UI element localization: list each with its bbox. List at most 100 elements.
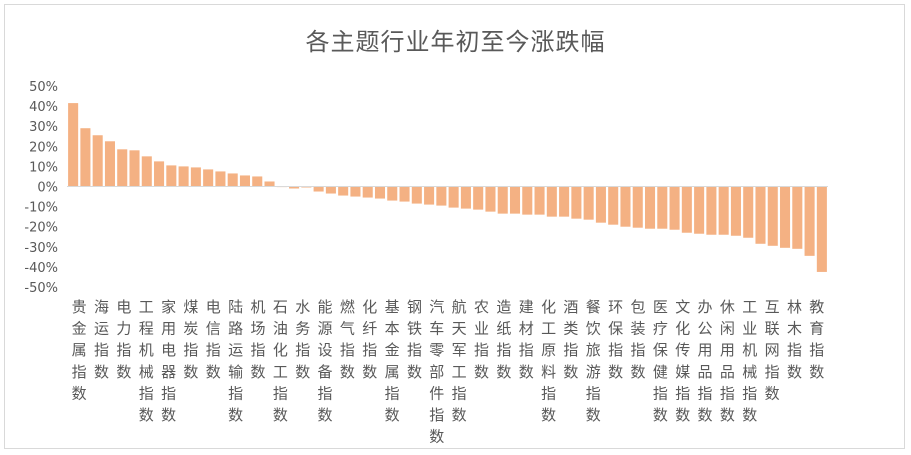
bar	[571, 186, 582, 219]
bar	[780, 186, 791, 248]
category-label: 文化传媒指数	[675, 298, 690, 424]
category-label: 燃气指数	[340, 298, 355, 381]
bar	[399, 186, 410, 202]
category-label: 餐饮旅游指数	[586, 298, 601, 424]
bar	[104, 141, 115, 187]
category-label: 造纸指数	[496, 298, 511, 381]
bar	[730, 186, 741, 236]
category-label: 电力指数	[116, 298, 131, 381]
bar	[141, 156, 152, 187]
bar	[792, 186, 803, 249]
bar	[755, 186, 766, 244]
bar	[227, 173, 238, 187]
category-label: 化纤指数	[362, 298, 377, 381]
category-label: 航天军工指数	[452, 298, 467, 424]
y-tick-label: 20%	[29, 140, 58, 155]
category-label: 陆路运输指数	[228, 298, 243, 424]
category-label: 机场指数	[250, 298, 265, 381]
y-tick-label: -20%	[24, 221, 58, 236]
bar	[190, 167, 201, 187]
category-label: 包装指数	[630, 298, 645, 381]
y-tick-label: 10%	[29, 160, 58, 175]
bar	[534, 186, 545, 215]
category-label: 煤炭指数	[183, 298, 198, 381]
bar	[620, 186, 631, 227]
bar	[178, 166, 189, 187]
bar	[743, 186, 754, 238]
bar	[92, 135, 103, 187]
category-label: 化工原料指数	[541, 298, 556, 424]
bar	[706, 186, 717, 235]
category-label: 互联网指数	[765, 298, 780, 402]
bar	[473, 186, 484, 210]
bar	[669, 186, 680, 230]
bar	[166, 165, 177, 187]
bar	[816, 186, 827, 272]
bar	[657, 186, 668, 229]
chart-title: 各主题行业年初至今涨跌幅	[305, 28, 606, 56]
category-label: 汽车零部件指数	[429, 298, 444, 446]
bar	[203, 169, 214, 187]
bar	[436, 186, 447, 206]
bar	[325, 186, 336, 194]
bar	[387, 186, 398, 201]
bar	[68, 103, 79, 187]
category-label: 医疗保健指数	[653, 298, 668, 424]
bar	[154, 161, 165, 187]
y-tick-label: -40%	[24, 261, 58, 276]
y-tick-label: 50%	[29, 80, 58, 95]
bar	[313, 186, 324, 192]
category-label: 休闲用品指数	[720, 298, 735, 424]
bar	[264, 181, 275, 187]
bar	[497, 186, 508, 214]
y-tick-label: 30%	[29, 120, 58, 135]
category-label: 建材指数	[519, 298, 534, 381]
category-label: 工业机械指数	[742, 298, 757, 424]
bar	[644, 186, 656, 229]
category-label: 水务指数	[295, 298, 310, 381]
bar	[595, 186, 606, 223]
category-label: 电信指数	[206, 298, 221, 381]
category-label: 石油化工指数	[273, 298, 288, 424]
category-label: 海运指数	[94, 298, 109, 381]
bar	[546, 186, 557, 217]
category-label: 办公用品指数	[698, 298, 713, 424]
category-label: 教育指数	[809, 298, 824, 381]
bar	[338, 186, 349, 196]
y-tick-label: -10%	[24, 201, 58, 216]
bar	[117, 149, 128, 187]
bar	[411, 186, 422, 204]
bar	[522, 186, 533, 215]
bar	[239, 175, 250, 187]
y-tick-label: -30%	[24, 241, 58, 256]
category-label: 基本金属指数	[385, 298, 400, 424]
y-tick-label: 40%	[29, 100, 58, 115]
bar	[559, 186, 570, 217]
category-label: 能源设备指数	[318, 298, 333, 424]
category-labels: 贵金属指数海运指数电力指数工程机械指数家用电器指数煤炭指数电信指数陆路运输指数机…	[72, 298, 825, 446]
bar	[718, 186, 729, 235]
category-label: 钢铁指数	[407, 298, 422, 381]
category-label: 林木指数	[787, 298, 802, 381]
bar	[289, 186, 300, 189]
bar	[374, 186, 386, 199]
bar	[80, 128, 91, 187]
bar	[252, 176, 263, 187]
chart-frame	[4, 4, 905, 449]
y-tick-label: -50%	[24, 281, 58, 296]
category-label: 贵金属指数	[72, 298, 87, 402]
bar	[509, 186, 521, 214]
bars-group	[68, 103, 827, 272]
bar	[694, 186, 705, 234]
category-label: 农业指数	[474, 298, 489, 381]
category-label: 环保指数	[608, 298, 623, 381]
bar	[804, 186, 815, 256]
bar	[448, 186, 459, 208]
bar	[608, 186, 619, 225]
category-label: 工程机械指数	[139, 298, 154, 424]
bar	[350, 186, 361, 197]
bar	[583, 186, 594, 220]
bar	[362, 186, 373, 198]
category-label: 酒类指数	[563, 298, 578, 381]
